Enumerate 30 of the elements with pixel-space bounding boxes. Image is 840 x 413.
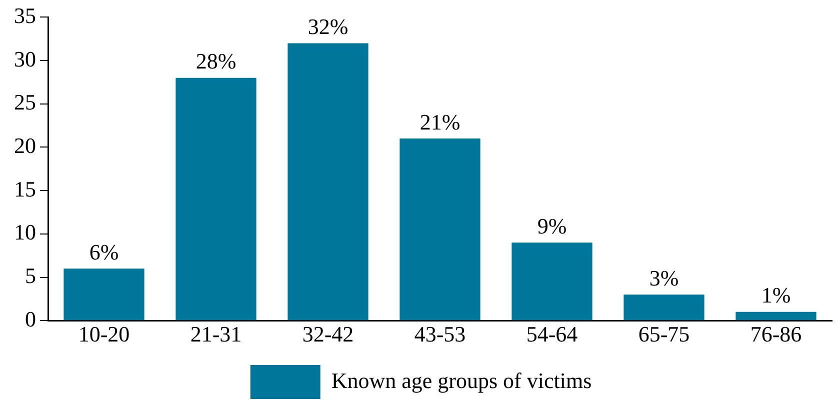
y-tick-label: 0 [25, 306, 36, 332]
data-label: 21% [420, 109, 460, 134]
bar [176, 78, 256, 320]
bar [400, 138, 480, 320]
y-tick-label: 25 [14, 90, 36, 115]
bar [624, 294, 704, 320]
y-tick-label: 30 [14, 46, 36, 72]
y-tick-label: 10 [14, 220, 36, 245]
bar [288, 43, 368, 320]
x-tick-label: 21-31 [190, 322, 242, 347]
y-tick-label: 35 [14, 2, 36, 28]
x-tick-label: 65-75 [638, 322, 690, 347]
legend-label: Known age groups of victims [331, 368, 592, 393]
bar [512, 242, 592, 320]
data-label: 3% [649, 265, 679, 290]
x-tick-label: 32-42 [302, 322, 354, 347]
x-tick-label: 76-86 [750, 322, 802, 347]
data-label: 28% [196, 48, 236, 74]
x-tick-label: 10-20 [78, 322, 130, 347]
data-label: 6% [89, 239, 119, 264]
bar [736, 312, 816, 320]
y-tick-label: 5 [25, 263, 36, 288]
data-label: 32% [308, 14, 348, 39]
x-tick-label: 43-53 [414, 322, 466, 347]
data-label: 1% [761, 282, 791, 308]
y-tick-label: 15 [14, 176, 36, 202]
bar [64, 268, 144, 320]
x-tick-label: 54-64 [526, 322, 578, 347]
y-tick-label: 20 [14, 133, 36, 158]
data-label: 9% [537, 213, 567, 238]
